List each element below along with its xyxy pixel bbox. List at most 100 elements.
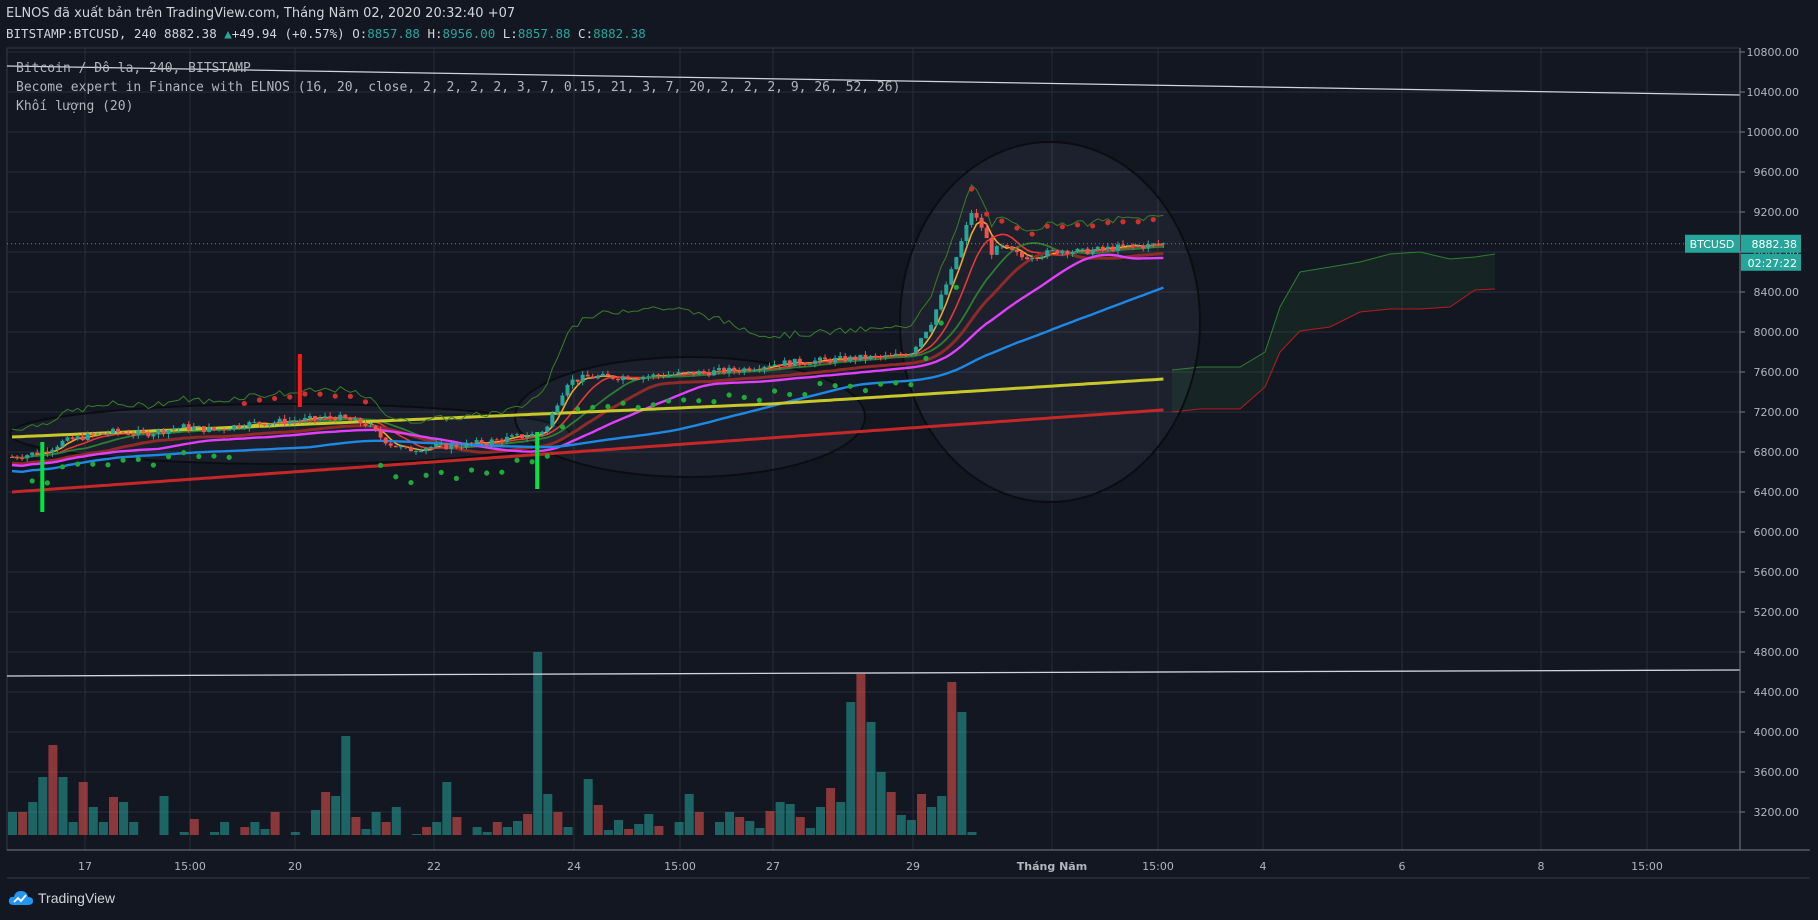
candle-body	[373, 425, 378, 431]
candle-body	[398, 446, 403, 448]
volume-bar	[694, 812, 704, 835]
volume-bar	[452, 817, 462, 835]
sar-dot	[696, 398, 702, 404]
volume-bar	[533, 652, 543, 835]
candle-body	[267, 423, 272, 426]
time-tick-label: 15:00	[1631, 860, 1663, 873]
candle-body	[504, 436, 509, 443]
candle-body	[722, 368, 727, 373]
low-label: L:	[502, 26, 518, 41]
time-axis[interactable]: 17 15:00 20 22 24 15:00 27 29 Tháng Năm 15:00 4 6 8 1…	[7, 849, 1810, 879]
sar-dot	[181, 450, 187, 456]
sar-dot	[484, 470, 490, 476]
candle-body	[20, 457, 25, 459]
sar-dot	[514, 457, 520, 463]
sar-dot	[635, 404, 641, 411]
time-tick-label: 22	[427, 860, 441, 873]
candle-body	[530, 433, 535, 437]
tradingview-brand[interactable]: TradingView	[8, 889, 115, 907]
time-tick-label: 24	[567, 860, 581, 873]
volume-bar	[624, 829, 634, 835]
volume-bar	[371, 812, 381, 835]
sar-dot	[1150, 216, 1156, 223]
volume-bar	[321, 792, 331, 835]
trend-lines	[6, 65, 1741, 677]
price-axis[interactable]: 10800.00 10400.00 10000.00 9600.00 9200.00 88…	[1739, 46, 1800, 850]
price-tick-label: 4000.00	[1754, 726, 1800, 739]
candle-body	[459, 447, 464, 449]
candle-body	[777, 364, 782, 366]
sar-dot	[923, 355, 929, 361]
price-tick-label: 6000.00	[1754, 526, 1800, 539]
candle-body	[691, 371, 696, 375]
candle-body	[651, 374, 656, 377]
candle-body	[989, 238, 994, 255]
legend-indicator: Become expert in Finance with ELNOS (16,…	[16, 80, 901, 95]
candle-body	[681, 372, 686, 374]
volume-bar	[361, 829, 371, 835]
volume-bar	[603, 830, 613, 835]
sar-dot	[438, 469, 444, 475]
candle-body	[80, 436, 85, 440]
time-tick-label: 6	[1399, 860, 1406, 873]
candle-body	[944, 284, 949, 295]
candle-body	[287, 421, 292, 424]
candle-body	[646, 376, 651, 378]
candle-body	[1115, 244, 1120, 251]
volume-bar	[341, 736, 351, 835]
candle-body	[116, 428, 121, 433]
sar-dot	[681, 397, 687, 403]
candle-body	[186, 424, 191, 430]
volume-bar	[472, 827, 482, 835]
volume-bar	[896, 815, 906, 835]
sell-signal-bar	[297, 354, 302, 407]
rally-ellipse	[899, 141, 1201, 503]
candle-body	[454, 444, 459, 448]
candle-body	[323, 416, 328, 419]
candle-body	[747, 368, 752, 371]
volume-bar	[553, 812, 563, 835]
sar-dot	[605, 403, 611, 410]
candle-body	[1136, 245, 1141, 247]
sar-dot	[1074, 222, 1081, 228]
sar-dot	[787, 391, 793, 398]
resistance-trendline	[6, 65, 1741, 96]
candle-body	[696, 371, 701, 375]
candle-body	[752, 369, 757, 371]
countdown-tag: 02:27:22	[1748, 257, 1797, 270]
volume-bar	[654, 826, 664, 835]
sar-dot	[726, 392, 732, 398]
sar-dot	[620, 400, 626, 406]
cloud-top	[1171, 251, 1496, 371]
sar-dot	[1090, 223, 1096, 229]
candle-body	[787, 360, 792, 367]
candle-body	[227, 429, 232, 431]
sar-dot	[226, 454, 232, 460]
parabolic-sar	[29, 186, 1156, 512]
candle-body	[65, 437, 70, 441]
time-tick-label: 8	[1538, 860, 1545, 873]
candle-body	[60, 440, 65, 447]
sar-dot	[499, 469, 505, 475]
sar-dot	[75, 461, 81, 467]
sar-dot	[211, 453, 217, 459]
candle-body	[131, 434, 136, 436]
candle-body	[318, 418, 323, 420]
candle-body	[353, 418, 358, 421]
sar-dot	[832, 383, 838, 389]
band-upper	[11, 184, 1164, 431]
time-tick-label: Tháng Năm	[1017, 860, 1087, 873]
candle-body	[212, 427, 216, 431]
volume-bar	[28, 802, 38, 835]
volume-bar	[129, 822, 139, 835]
candle-body	[545, 426, 550, 432]
candle-body	[282, 418, 287, 424]
candle-body	[156, 429, 161, 435]
candle-body	[439, 443, 444, 445]
candle-body	[838, 356, 843, 358]
support-trendline	[6, 669, 1741, 677]
volume-bar	[563, 827, 573, 835]
candle-body	[388, 443, 393, 446]
sar-dot	[196, 453, 202, 459]
